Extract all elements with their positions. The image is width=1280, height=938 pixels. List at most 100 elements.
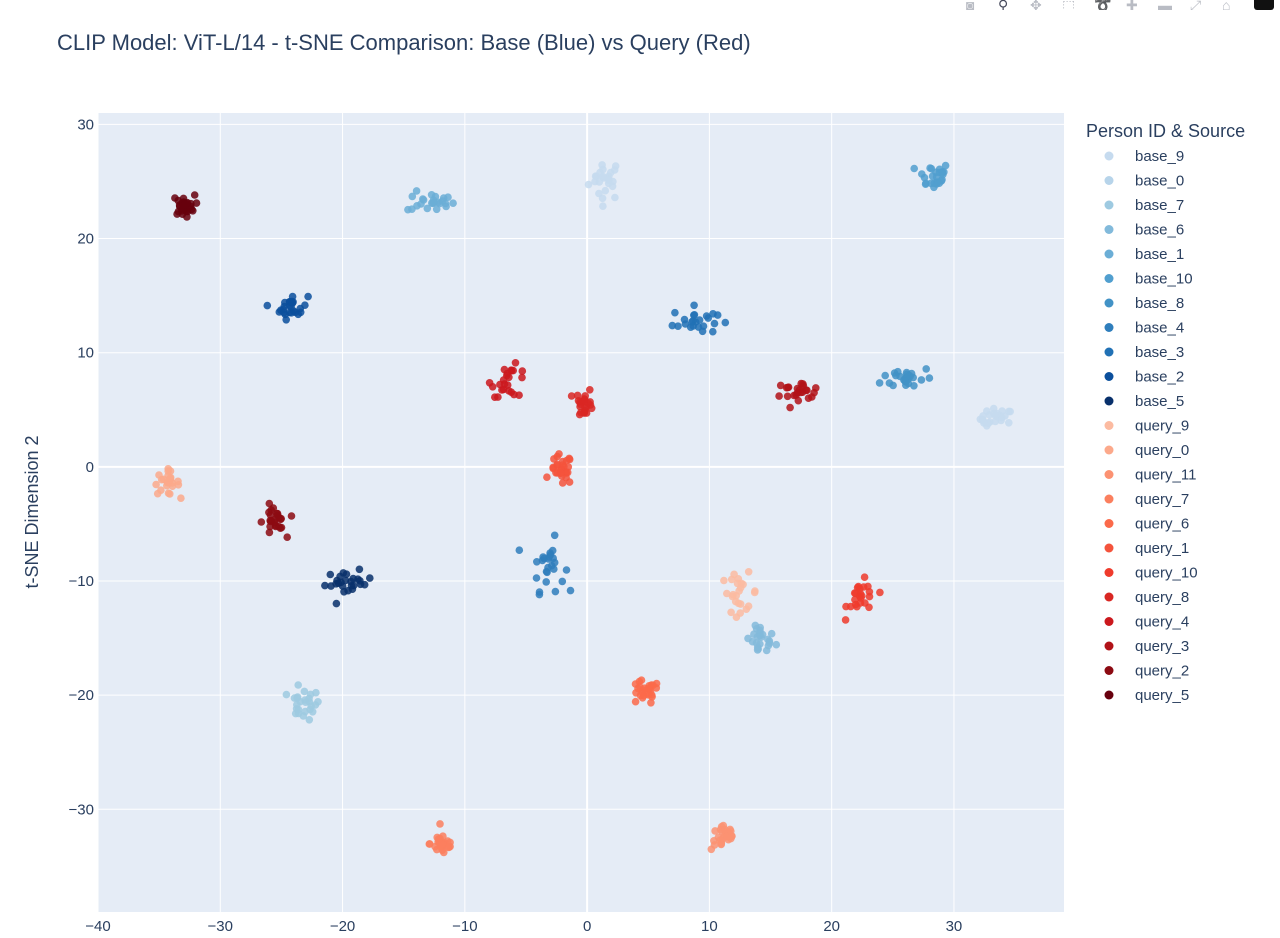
data-point-base_10[interactable]	[927, 164, 936, 173]
data-point-base_9[interactable]	[1006, 407, 1014, 416]
data-point-base_6[interactable]	[751, 621, 760, 630]
data-point-base_9[interactable]	[605, 176, 613, 184]
data-point-base_2[interactable]	[304, 292, 312, 301]
data-point-query_0[interactable]	[174, 477, 182, 486]
data-point-base_10[interactable]	[941, 161, 950, 170]
data-point-base_8[interactable]	[889, 381, 897, 390]
data-point-query_10[interactable]	[860, 573, 869, 581]
data-point-base_9[interactable]	[610, 166, 619, 174]
data-point-base_6[interactable]	[764, 635, 772, 644]
data-point-base_3[interactable]	[671, 308, 679, 317]
data-point-base_6[interactable]	[754, 645, 762, 653]
data-point-query_4[interactable]	[509, 366, 517, 375]
data-point-base_4[interactable]	[562, 566, 571, 574]
data-point-query_3[interactable]	[794, 396, 803, 405]
data-point-base_9[interactable]	[595, 178, 604, 186]
data-point-query_1[interactable]	[558, 479, 567, 487]
data-point-query_5[interactable]	[181, 200, 189, 209]
data-point-base_5[interactable]	[344, 586, 352, 595]
data-point-base_3[interactable]	[695, 316, 704, 324]
data-point-query_9[interactable]	[720, 576, 728, 585]
data-point-query_6[interactable]	[635, 677, 644, 686]
data-point-base_9[interactable]	[997, 416, 1005, 425]
legend-item-query_5[interactable]: query_5	[1104, 687, 1190, 704]
data-point-base_5[interactable]	[355, 565, 364, 574]
legend-item-base_0[interactable]: base_0	[1104, 173, 1185, 190]
data-point-query_2[interactable]	[266, 522, 274, 531]
camera-icon[interactable]: ◙	[966, 0, 975, 10]
data-point-base_5[interactable]	[366, 574, 374, 582]
data-point-query_11[interactable]	[717, 840, 725, 849]
data-point-query_9[interactable]	[730, 570, 738, 579]
data-point-query_9[interactable]	[723, 589, 731, 598]
data-point-query_9[interactable]	[727, 608, 735, 617]
data-point-base_1[interactable]	[432, 205, 441, 214]
data-point-base_9[interactable]	[601, 186, 610, 195]
data-point-base_8[interactable]	[917, 376, 926, 384]
data-point-base_6[interactable]	[767, 629, 776, 638]
legend-item-query_1[interactable]: query_1	[1104, 540, 1190, 557]
data-point-query_5[interactable]	[177, 207, 186, 215]
data-point-base_2[interactable]	[294, 310, 303, 319]
legend-item-base_4[interactable]: base_4	[1104, 320, 1185, 337]
legend-item-query_10[interactable]: query_10	[1104, 565, 1198, 582]
data-point-base_7[interactable]	[307, 702, 316, 710]
data-point-query_8[interactable]	[586, 401, 595, 409]
data-point-base_8[interactable]	[875, 379, 884, 387]
data-point-base_10[interactable]	[921, 180, 930, 188]
data-point-query_2[interactable]	[287, 512, 296, 520]
legend-item-base_3[interactable]: base_3	[1104, 344, 1185, 361]
data-point-base_7[interactable]	[294, 705, 303, 714]
data-point-query_2[interactable]	[265, 528, 274, 537]
legend-item-query_2[interactable]: query_2	[1104, 663, 1190, 680]
pan-icon[interactable]: ✥	[1030, 0, 1042, 10]
data-point-base_8[interactable]	[904, 379, 913, 388]
data-point-base_2[interactable]	[301, 301, 309, 310]
box-select-icon[interactable]: ⬚	[1062, 0, 1076, 10]
data-point-base_3[interactable]	[680, 315, 689, 324]
data-point-base_1[interactable]	[427, 191, 436, 199]
data-point-base_1[interactable]	[449, 199, 457, 207]
data-point-query_7[interactable]	[425, 840, 434, 848]
data-point-base_9[interactable]	[611, 193, 619, 202]
data-point-query_4[interactable]	[518, 367, 527, 375]
data-point-query_8[interactable]	[573, 391, 582, 400]
data-point-query_5[interactable]	[174, 196, 182, 205]
data-point-base_3[interactable]	[674, 322, 682, 331]
legend-item-base_7[interactable]: base_7	[1104, 197, 1185, 214]
data-point-base_1[interactable]	[408, 192, 417, 201]
data-point-query_9[interactable]	[734, 599, 743, 608]
autoscale-icon[interactable]: ⤢	[1190, 0, 1202, 10]
zoom-out-icon[interactable]: ▬	[1158, 0, 1172, 10]
data-point-base_4[interactable]	[535, 590, 544, 599]
data-point-base_1[interactable]	[408, 205, 416, 213]
data-point-query_6[interactable]	[647, 699, 655, 707]
data-point-base_3[interactable]	[690, 301, 698, 310]
data-point-base_9[interactable]	[991, 417, 1000, 426]
data-point-base_2[interactable]	[280, 308, 288, 317]
home-icon[interactable]: ⌂	[1222, 0, 1231, 10]
data-point-query_8[interactable]	[567, 392, 576, 400]
data-point-base_6[interactable]	[772, 640, 781, 649]
legend-item-query_8[interactable]: query_8	[1104, 589, 1190, 606]
data-point-base_3[interactable]	[710, 319, 719, 328]
data-point-query_3[interactable]	[782, 383, 791, 392]
data-point-base_7[interactable]	[294, 681, 303, 689]
data-point-query_0[interactable]	[164, 467, 172, 475]
data-point-query_1[interactable]	[562, 456, 571, 465]
data-point-query_2[interactable]	[283, 533, 292, 541]
legend-item-query_4[interactable]: query_4	[1104, 614, 1190, 631]
data-point-base_10[interactable]	[928, 172, 937, 180]
data-point-base_2[interactable]	[282, 316, 291, 324]
data-point-base_3[interactable]	[709, 310, 717, 318]
data-point-query_0[interactable]	[177, 494, 185, 503]
data-points[interactable]	[152, 161, 1014, 857]
data-point-base_3[interactable]	[668, 321, 677, 330]
legend-item-base_6[interactable]: base_6	[1104, 222, 1185, 239]
data-point-base_1[interactable]	[417, 200, 425, 208]
legend-item-base_5[interactable]: base_5	[1104, 393, 1185, 410]
data-point-base_8[interactable]	[896, 372, 904, 381]
data-point-base_5[interactable]	[338, 582, 347, 590]
data-point-query_10[interactable]	[876, 588, 884, 597]
data-point-query_9[interactable]	[728, 592, 737, 601]
